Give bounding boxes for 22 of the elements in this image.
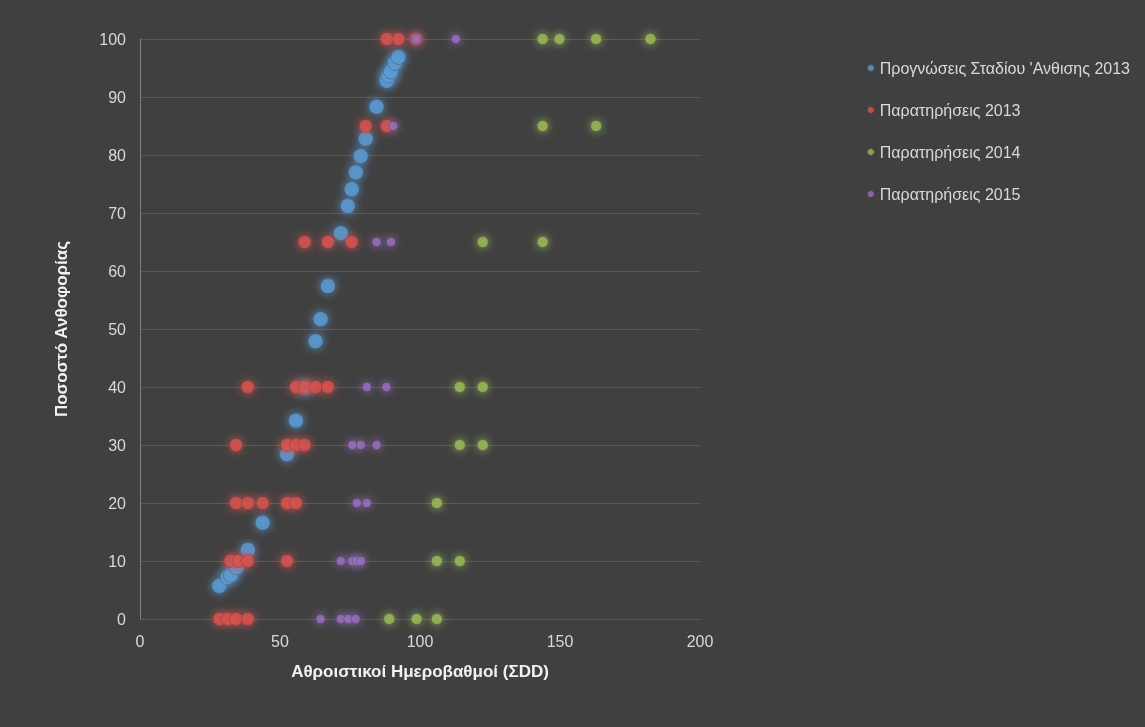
y-tick-label: 40 (108, 378, 127, 396)
x-tick-label: 200 (686, 632, 714, 650)
y-tick-label: 60 (108, 262, 127, 280)
y-tick-label: 70 (108, 204, 127, 222)
legend-label: Προγνώσεις Σταδίου 'Ανθισης 2013 (879, 59, 1131, 77)
x-tick-label: 150 (546, 632, 574, 650)
y-tick-label: 100 (99, 30, 127, 48)
legend-label: Παρατηρήσεις 2013 (879, 101, 1021, 119)
x-axis-title: Αθροιστικοί Ημεροβαθμοί (ΣDD) (291, 662, 549, 681)
y-tick-label: 50 (108, 320, 127, 338)
y-tick-label: 10 (108, 552, 127, 570)
y-tick-label: 0 (117, 610, 127, 628)
legend-label: Παρατηρήσεις 2015 (879, 185, 1021, 203)
x-tick-label: 100 (406, 632, 434, 650)
y-axis-title: Ποσοστό Ανθοφορίας (52, 240, 71, 418)
x-tick-label: 50 (271, 632, 289, 650)
y-tick-label: 90 (108, 88, 127, 106)
y-tick-label: 30 (108, 436, 127, 454)
y-tick-label: 80 (108, 146, 127, 164)
legend-label: Παρατηρήσεις 2014 (879, 143, 1021, 161)
y-tick-label: 20 (108, 494, 127, 512)
x-tick-label: 0 (135, 632, 145, 650)
